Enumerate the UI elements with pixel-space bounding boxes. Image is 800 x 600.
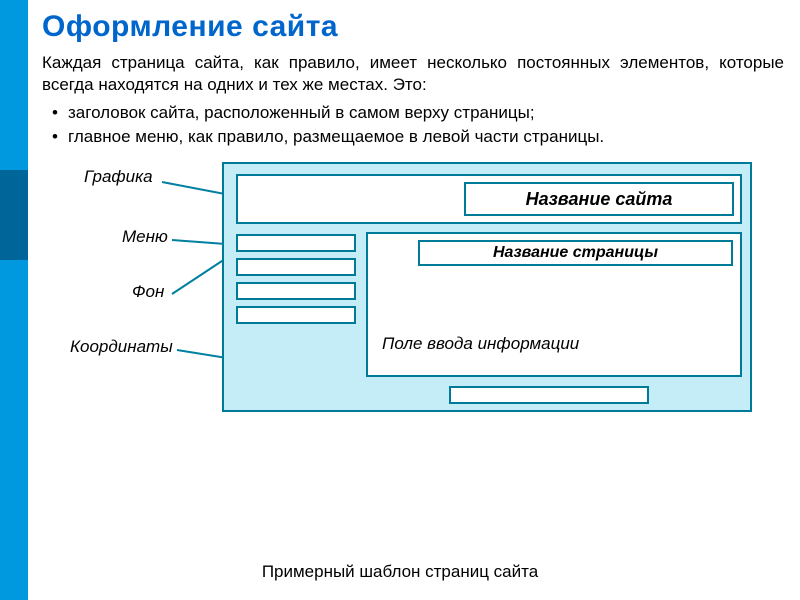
mockup-menu xyxy=(236,234,356,330)
page-mockup: Название сайта Название страницы Поле вв… xyxy=(222,162,752,412)
mockup-menu-item xyxy=(236,282,356,300)
mockup-header: Название сайта xyxy=(236,174,742,224)
page-title: Оформление сайта xyxy=(42,10,790,44)
label-graphics: Графика xyxy=(84,167,153,187)
bullet-item: заголовок сайта, расположенный в самом в… xyxy=(52,102,790,124)
bullet-item: главное меню, как правило, размещаемое в… xyxy=(52,126,790,148)
content-area: Оформление сайта Каждая страница сайта, … xyxy=(42,10,790,432)
mockup-page-title: Название страницы xyxy=(418,240,733,266)
sidebar-accent xyxy=(0,170,28,260)
label-menu: Меню xyxy=(122,227,168,247)
label-coordinates: Координаты xyxy=(70,337,173,357)
mockup-site-title: Название сайта xyxy=(464,182,734,216)
mockup-menu-item xyxy=(236,306,356,324)
mockup-menu-item xyxy=(236,234,356,252)
sidebar-stripe xyxy=(0,0,28,600)
mockup-input-label: Поле ввода информации xyxy=(382,334,579,354)
mockup-menu-item xyxy=(236,258,356,276)
diagram-caption: Примерный шаблон страниц сайта xyxy=(0,562,800,582)
label-background: Фон xyxy=(132,282,164,302)
mockup-main-panel: Название страницы Поле ввода информации xyxy=(366,232,742,377)
mockup-coordinates-box xyxy=(449,386,649,404)
bullet-list: заголовок сайта, расположенный в самом в… xyxy=(42,102,790,148)
intro-text: Каждая страница сайта, как правило, имее… xyxy=(42,52,790,96)
diagram: Графика Меню Фон Координаты Название сай… xyxy=(42,162,790,432)
